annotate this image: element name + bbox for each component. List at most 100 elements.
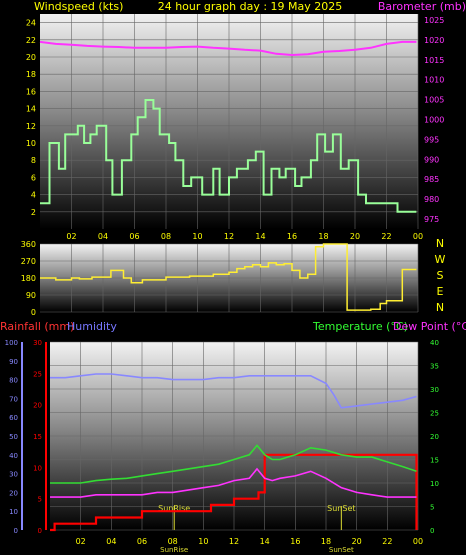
temp-x-ticks: 02 04 06 08 10 12 14 16 18 20 22 00 [76,537,424,546]
humidity-y-ticks: 0 10 20 30 40 50 60 70 80 90 100 [5,339,23,535]
y-tick-label: 270 [21,257,36,266]
temp-tick-label: 35 [430,363,439,371]
x-tick-label: 14 [260,537,270,546]
y2-tick-label: 1015 [424,56,444,65]
wind-direction-grid [40,243,419,313]
sun-events: SunRise SunRise SunSet SunSet [158,504,355,554]
x-tick-label: 16 [287,232,297,241]
temperature-y-ticks: 0 5 10 15 20 25 30 35 40 [430,339,439,535]
y2-tick-label: 985 [424,175,439,184]
humidity-tick-label: 60 [9,414,18,422]
y-tick-label: 2 [31,208,36,217]
y-tick-label: 6 [31,173,36,182]
humidity-tick-label: 20 [9,489,18,497]
humidity-tick-label: 0 [14,527,18,535]
rainfall-line [50,453,418,532]
y2-tick-label: 1000 [424,116,444,125]
humidity-tick-label: 40 [9,452,18,460]
humidity-tick-label: 70 [9,395,18,403]
humidity-tick-label: 80 [9,377,18,385]
humidity-axis-title: Humidity [67,320,117,333]
rainfall-axis-title: Rainfall (mm) [0,320,74,333]
barometer-axis-title: Barometer (mb) [378,0,466,13]
x-tick-label: 08 [168,537,178,546]
y-tick-label: 90 [26,291,36,300]
windspeed-axis-title: Windspeed (kts) [34,0,123,13]
x-tick-label: 02 [76,537,86,546]
rain-tick-label: 10 [33,464,42,472]
y-tick-label: 10 [26,139,36,148]
humidity-tick-label: 10 [9,508,18,516]
temp-rain-series [50,373,418,532]
wind-direction-y-ticks: 0 90 180 270 360 [21,240,36,317]
compass-label: W [435,253,446,266]
y2-tick-label: 980 [424,195,439,204]
rain-tick-label: 0 [38,527,42,535]
y2-tick-label: 1020 [424,36,444,45]
y2-tick-label: 1025 [424,16,444,25]
x-tick-label: 22 [382,537,392,546]
wind-x-ticks: 02 04 06 08 10 12 14 16 18 20 22 00 [66,232,423,241]
humidity-tick-label: 100 [5,339,18,347]
dew-point-line [50,467,417,498]
x-tick-label: 04 [106,537,116,546]
temp-tick-label: 5 [430,504,434,512]
temperature-axis-title: Temperature (°C) [312,320,408,333]
temp-tick-label: 40 [430,339,439,347]
compass-label: E [437,285,444,298]
wind-direction-line [40,243,417,311]
rain-tick-label: 25 [33,370,42,378]
temp-tick-label: 0 [430,527,434,535]
temp-tick-label: 15 [430,457,439,465]
temp-tick-label: 10 [430,480,439,488]
windspeed-line [40,99,417,213]
y2-tick-label: 975 [424,215,439,224]
humidity-tick-label: 50 [9,433,18,441]
dewpoint-axis-title: Dew Point (°C) [393,320,466,333]
y-tick-label: 14 [26,105,36,114]
y2-tick-label: 1005 [424,96,444,105]
rain-tick-label: 15 [33,433,42,441]
barometer-line [39,40,417,57]
y-tick-label: 0 [31,308,36,317]
y-tick-label: 4 [31,191,36,200]
y2-tick-label: 995 [424,135,439,144]
y-tick-label: 360 [21,240,36,249]
x-tick-label: 06 [129,232,139,241]
chart-title: 24 hour graph day : 19 May 2025 [158,0,343,13]
x-tick-label: 00 [413,537,423,546]
y-tick-label: 8 [31,156,36,165]
x-tick-label: 18 [321,537,331,546]
compass-label: S [437,269,444,282]
y2-tick-label: 1010 [424,76,444,85]
x-tick-label: 20 [350,232,360,241]
x-tick-label: 18 [318,232,328,241]
y-tick-label: 180 [21,274,36,283]
rainfall-y-ticks: 0 5 10 15 20 25 30 [33,339,47,535]
y-tick-label: 12 [26,122,36,131]
compass-label: N [436,237,444,250]
x-tick-label: 08 [161,232,171,241]
sunset-axis-label: SunSet [329,546,354,554]
y-tick-label: 24 [26,19,36,28]
humidity-tick-label: 30 [9,471,18,479]
y2-tick-label: 990 [424,155,439,164]
temp-tick-label: 30 [430,386,439,394]
y-tick-label: 18 [26,70,36,79]
humidity-line [50,373,417,409]
rain-tick-label: 5 [38,496,42,504]
x-tick-label: 06 [137,537,147,546]
x-tick-label: 00 [413,232,423,241]
x-tick-label: 02 [66,232,76,241]
wind-baro-series [39,40,417,213]
x-tick-label: 16 [290,537,300,546]
temperature-line [50,444,417,484]
x-tick-label: 14 [255,232,265,241]
x-tick-label: 10 [198,537,208,546]
temp-tick-label: 25 [430,410,439,418]
y-tick-label: 16 [26,87,36,96]
humidity-tick-label: 90 [9,358,18,366]
